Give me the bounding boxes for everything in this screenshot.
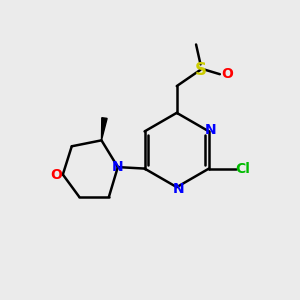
Text: N: N [205, 123, 217, 137]
Text: N: N [112, 160, 124, 174]
Text: Cl: Cl [235, 162, 250, 176]
Text: O: O [221, 67, 233, 81]
Text: O: O [50, 167, 62, 182]
Text: S: S [194, 61, 206, 79]
Text: N: N [173, 182, 184, 196]
Polygon shape [101, 118, 107, 140]
